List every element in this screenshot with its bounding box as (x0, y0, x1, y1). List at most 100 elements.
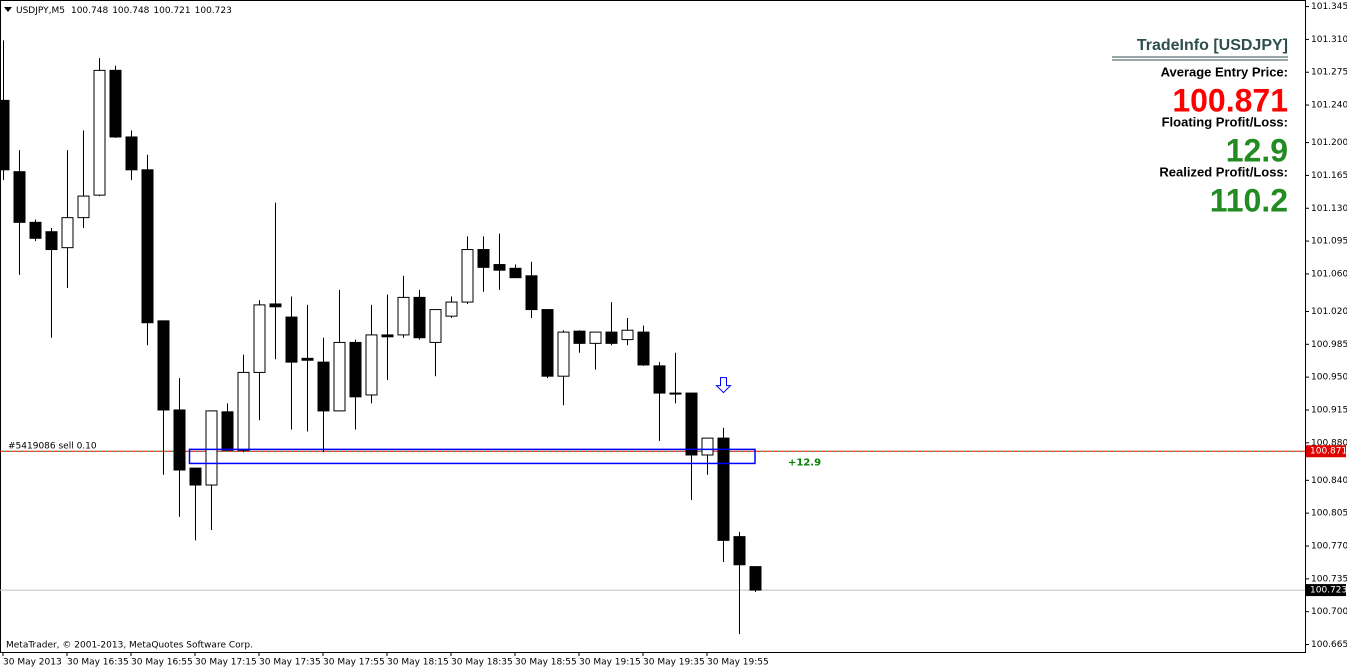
candle-body (13, 171, 26, 223)
panel-label: Realized Profit/Loss: (1159, 164, 1288, 179)
x-tick-label: 30 May 18:15 (387, 658, 449, 668)
candle-body (173, 409, 186, 471)
y-tick-label: 100.985 (1311, 340, 1347, 350)
plot (0, 40, 1305, 635)
order-price-label: 100.871 (1310, 447, 1347, 457)
x-tick-label: 30 May 18:35 (451, 658, 513, 668)
candle-body (525, 275, 538, 311)
candle-body (29, 221, 42, 239)
y-tick-label: 101.130 (1311, 204, 1347, 214)
x-tick-label: 30 May 16:35 (67, 658, 129, 668)
candle-body (573, 330, 586, 344)
candle-body (701, 437, 714, 456)
y-tick-label: 101.165 (1311, 171, 1347, 181)
panel-value: 100.871 (1172, 82, 1288, 118)
y-tick-label: 101.020 (1311, 307, 1347, 317)
header-open: 100.748 (71, 6, 108, 16)
chart-header: USDJPY,M5 100.748 100.748 100.721 100.723 (16, 6, 232, 16)
candle-body (333, 341, 346, 412)
y-tick-label: 101.310 (1311, 35, 1347, 45)
y-tick-label: 101.275 (1311, 68, 1347, 78)
bid-price-box (1306, 584, 1346, 597)
candle-body (413, 296, 426, 339)
candle-body (589, 331, 602, 344)
y-tick-label: 100.880 (1311, 438, 1347, 448)
candle-body (541, 309, 554, 377)
y-tick-label: 101.060 (1311, 269, 1347, 279)
candle-body (317, 361, 330, 412)
order-profit: +12.9 (788, 457, 821, 468)
footer: MetaTrader, © 2001-2013, MetaQuotes Soft… (6, 641, 253, 651)
header-close: 100.723 (195, 6, 232, 16)
candle-body (253, 304, 266, 373)
candle-body (621, 329, 634, 341)
y-tick-label: 101.345 (1311, 2, 1347, 12)
candle-body (445, 301, 458, 317)
candle-body (733, 536, 746, 566)
candle-body (381, 334, 394, 338)
y-tick-label: 100.735 (1311, 574, 1347, 584)
candle-body (429, 309, 442, 343)
candle-body (205, 410, 218, 486)
x-tick-label: 30 May 19:15 (579, 658, 641, 668)
candle-body (93, 69, 106, 196)
x-tick-label: 30 May 17:15 (195, 658, 257, 668)
x-tick-label: 30 May 18:55 (515, 658, 577, 668)
candle-body (237, 371, 250, 451)
candle-body (189, 467, 202, 486)
candle-body (717, 437, 730, 541)
candle-body (141, 169, 154, 324)
order-label: #5419086 sell 0.10 (8, 442, 97, 452)
panel-label: Average Entry Price: (1161, 64, 1288, 79)
candle-body (477, 249, 490, 268)
x-tick-label: 30 May 2013 (3, 658, 62, 668)
candle-body (397, 296, 410, 336)
candle-body (509, 267, 522, 279)
panel-value: 110.2 (1210, 182, 1288, 218)
candle-body (221, 411, 234, 451)
sell-arrow (715, 377, 732, 394)
y-tick-label: 101.200 (1311, 138, 1347, 148)
header-low: 100.721 (153, 6, 190, 16)
candle-body (45, 231, 58, 251)
y-tick-label: 101.095 (1311, 237, 1347, 247)
candle-body (77, 195, 90, 219)
symbol: USDJPY,M5 (16, 6, 65, 16)
y-tick-label: 100.665 (1311, 640, 1347, 650)
panel-title: TradeInfo [USDJPY] (1137, 37, 1288, 54)
candle-body (669, 392, 682, 395)
y-tick-label: 100.770 (1311, 541, 1347, 551)
candle-body (301, 357, 314, 361)
plot-frame (0, 0, 1306, 653)
panel-value: 12.9 (1226, 132, 1288, 168)
candle-body (349, 341, 362, 398)
x-tick-label: 30 May 17:55 (323, 658, 385, 668)
x-tick-label: 30 May 17:35 (259, 658, 321, 668)
x-tick-label: 30 May 19:35 (643, 658, 705, 668)
y-tick-label: 101.240 (1311, 101, 1347, 111)
zone-rectangle (188, 448, 756, 465)
candle-body (557, 331, 570, 377)
x-tick-label: 30 May 16:55 (131, 658, 193, 668)
candle-body (637, 331, 650, 366)
candle-body (365, 334, 378, 396)
candle-body (0, 99, 10, 171)
order-price-box (1306, 445, 1346, 458)
candle-body (285, 316, 298, 363)
panel-label: Floating Profit/Loss: (1162, 114, 1288, 129)
header-high: 100.748 (112, 6, 149, 16)
candle-body (61, 217, 74, 249)
menu-triangle[interactable] (4, 7, 12, 12)
candle-body (109, 69, 122, 138)
y-tick-label: 100.915 (1311, 405, 1347, 415)
candle-body (269, 303, 282, 308)
candle-body (653, 365, 666, 394)
x-tick-label: 30 May 19:55 (707, 658, 769, 668)
candle-body (685, 392, 698, 456)
y-tick-label: 100.805 (1311, 509, 1347, 519)
candle-body (125, 136, 138, 171)
bid-price-label: 100.723 (1310, 586, 1347, 596)
candle-body (157, 320, 170, 411)
candle-body (493, 264, 506, 271)
